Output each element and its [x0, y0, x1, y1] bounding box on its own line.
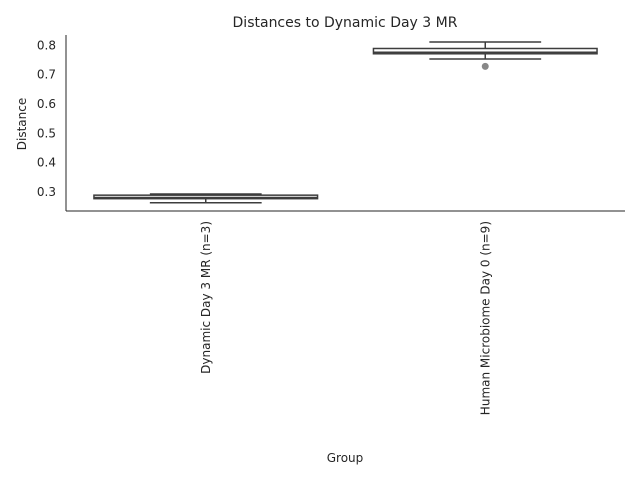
- box-group: [372, 41, 598, 70]
- outlier-point: [481, 62, 489, 70]
- chart-title: Distances to Dynamic Day 3 MR: [233, 15, 458, 31]
- y-tick-label: 0.3: [37, 185, 56, 199]
- y-axis-label: Distance: [15, 98, 29, 150]
- x-tick-label: Human Microbiome Day 0 (n=9): [478, 221, 492, 415]
- y-tick-labels: 0.3 0.4 0.5 0.6 0.7 0.8: [37, 38, 56, 199]
- y-tick-label: 0.6: [37, 97, 56, 111]
- y-tick-label: 0.8: [37, 38, 56, 52]
- y-tick-label: 0.5: [37, 126, 56, 140]
- y-tick-label: 0.4: [37, 156, 56, 170]
- x-axis-label: Group: [327, 451, 364, 465]
- box-series: [93, 41, 598, 204]
- box-iqr: [372, 47, 598, 55]
- x-tick-label: Dynamic Day 3 MR (n=3): [199, 221, 213, 374]
- box-group: [93, 193, 319, 204]
- y-tick-label: 0.7: [37, 68, 56, 82]
- x-tick-labels: Dynamic Day 3 MR (n=3) Human Microbiome D…: [199, 221, 493, 415]
